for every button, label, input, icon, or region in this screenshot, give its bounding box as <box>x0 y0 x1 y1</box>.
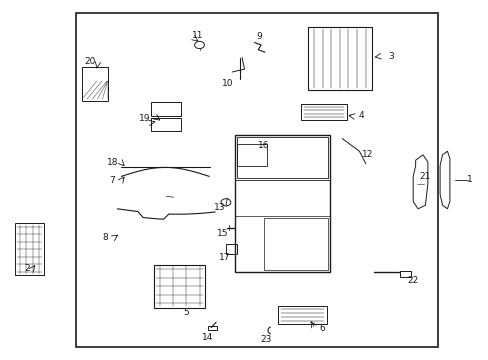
Text: 1: 1 <box>466 175 471 184</box>
Text: 17: 17 <box>219 253 230 262</box>
Text: 20: 20 <box>84 57 96 66</box>
Text: 13: 13 <box>214 203 225 212</box>
Text: 2: 2 <box>24 264 30 273</box>
Text: 19: 19 <box>138 113 150 122</box>
Text: 11: 11 <box>192 31 203 40</box>
Text: 7: 7 <box>109 176 115 185</box>
Bar <box>399 271 410 277</box>
Bar <box>154 265 205 308</box>
Text: 15: 15 <box>216 229 228 238</box>
Bar <box>234 135 329 272</box>
Text: 9: 9 <box>256 32 262 41</box>
Bar <box>76 13 437 347</box>
Text: 8: 8 <box>102 233 108 242</box>
Bar <box>264 218 327 270</box>
Bar <box>277 306 326 324</box>
Bar <box>237 137 327 178</box>
Text: 21: 21 <box>419 172 430 181</box>
Bar <box>237 144 266 166</box>
Bar <box>225 244 236 254</box>
Bar <box>82 67 107 101</box>
Text: 4: 4 <box>358 111 364 120</box>
Bar <box>150 102 181 116</box>
Bar <box>15 223 44 275</box>
Text: 12: 12 <box>361 150 373 158</box>
Text: 23: 23 <box>260 335 272 343</box>
Bar <box>208 326 217 330</box>
Text: 22: 22 <box>407 276 418 284</box>
Bar <box>150 118 181 131</box>
Text: 18: 18 <box>106 158 118 167</box>
Text: 10: 10 <box>221 79 233 88</box>
Bar <box>300 104 346 120</box>
Text: 3: 3 <box>387 52 393 61</box>
Text: 16: 16 <box>258 140 269 150</box>
Text: 5: 5 <box>183 307 188 317</box>
Bar <box>307 27 371 90</box>
Text: 14: 14 <box>202 333 213 342</box>
Text: 6: 6 <box>319 324 325 333</box>
